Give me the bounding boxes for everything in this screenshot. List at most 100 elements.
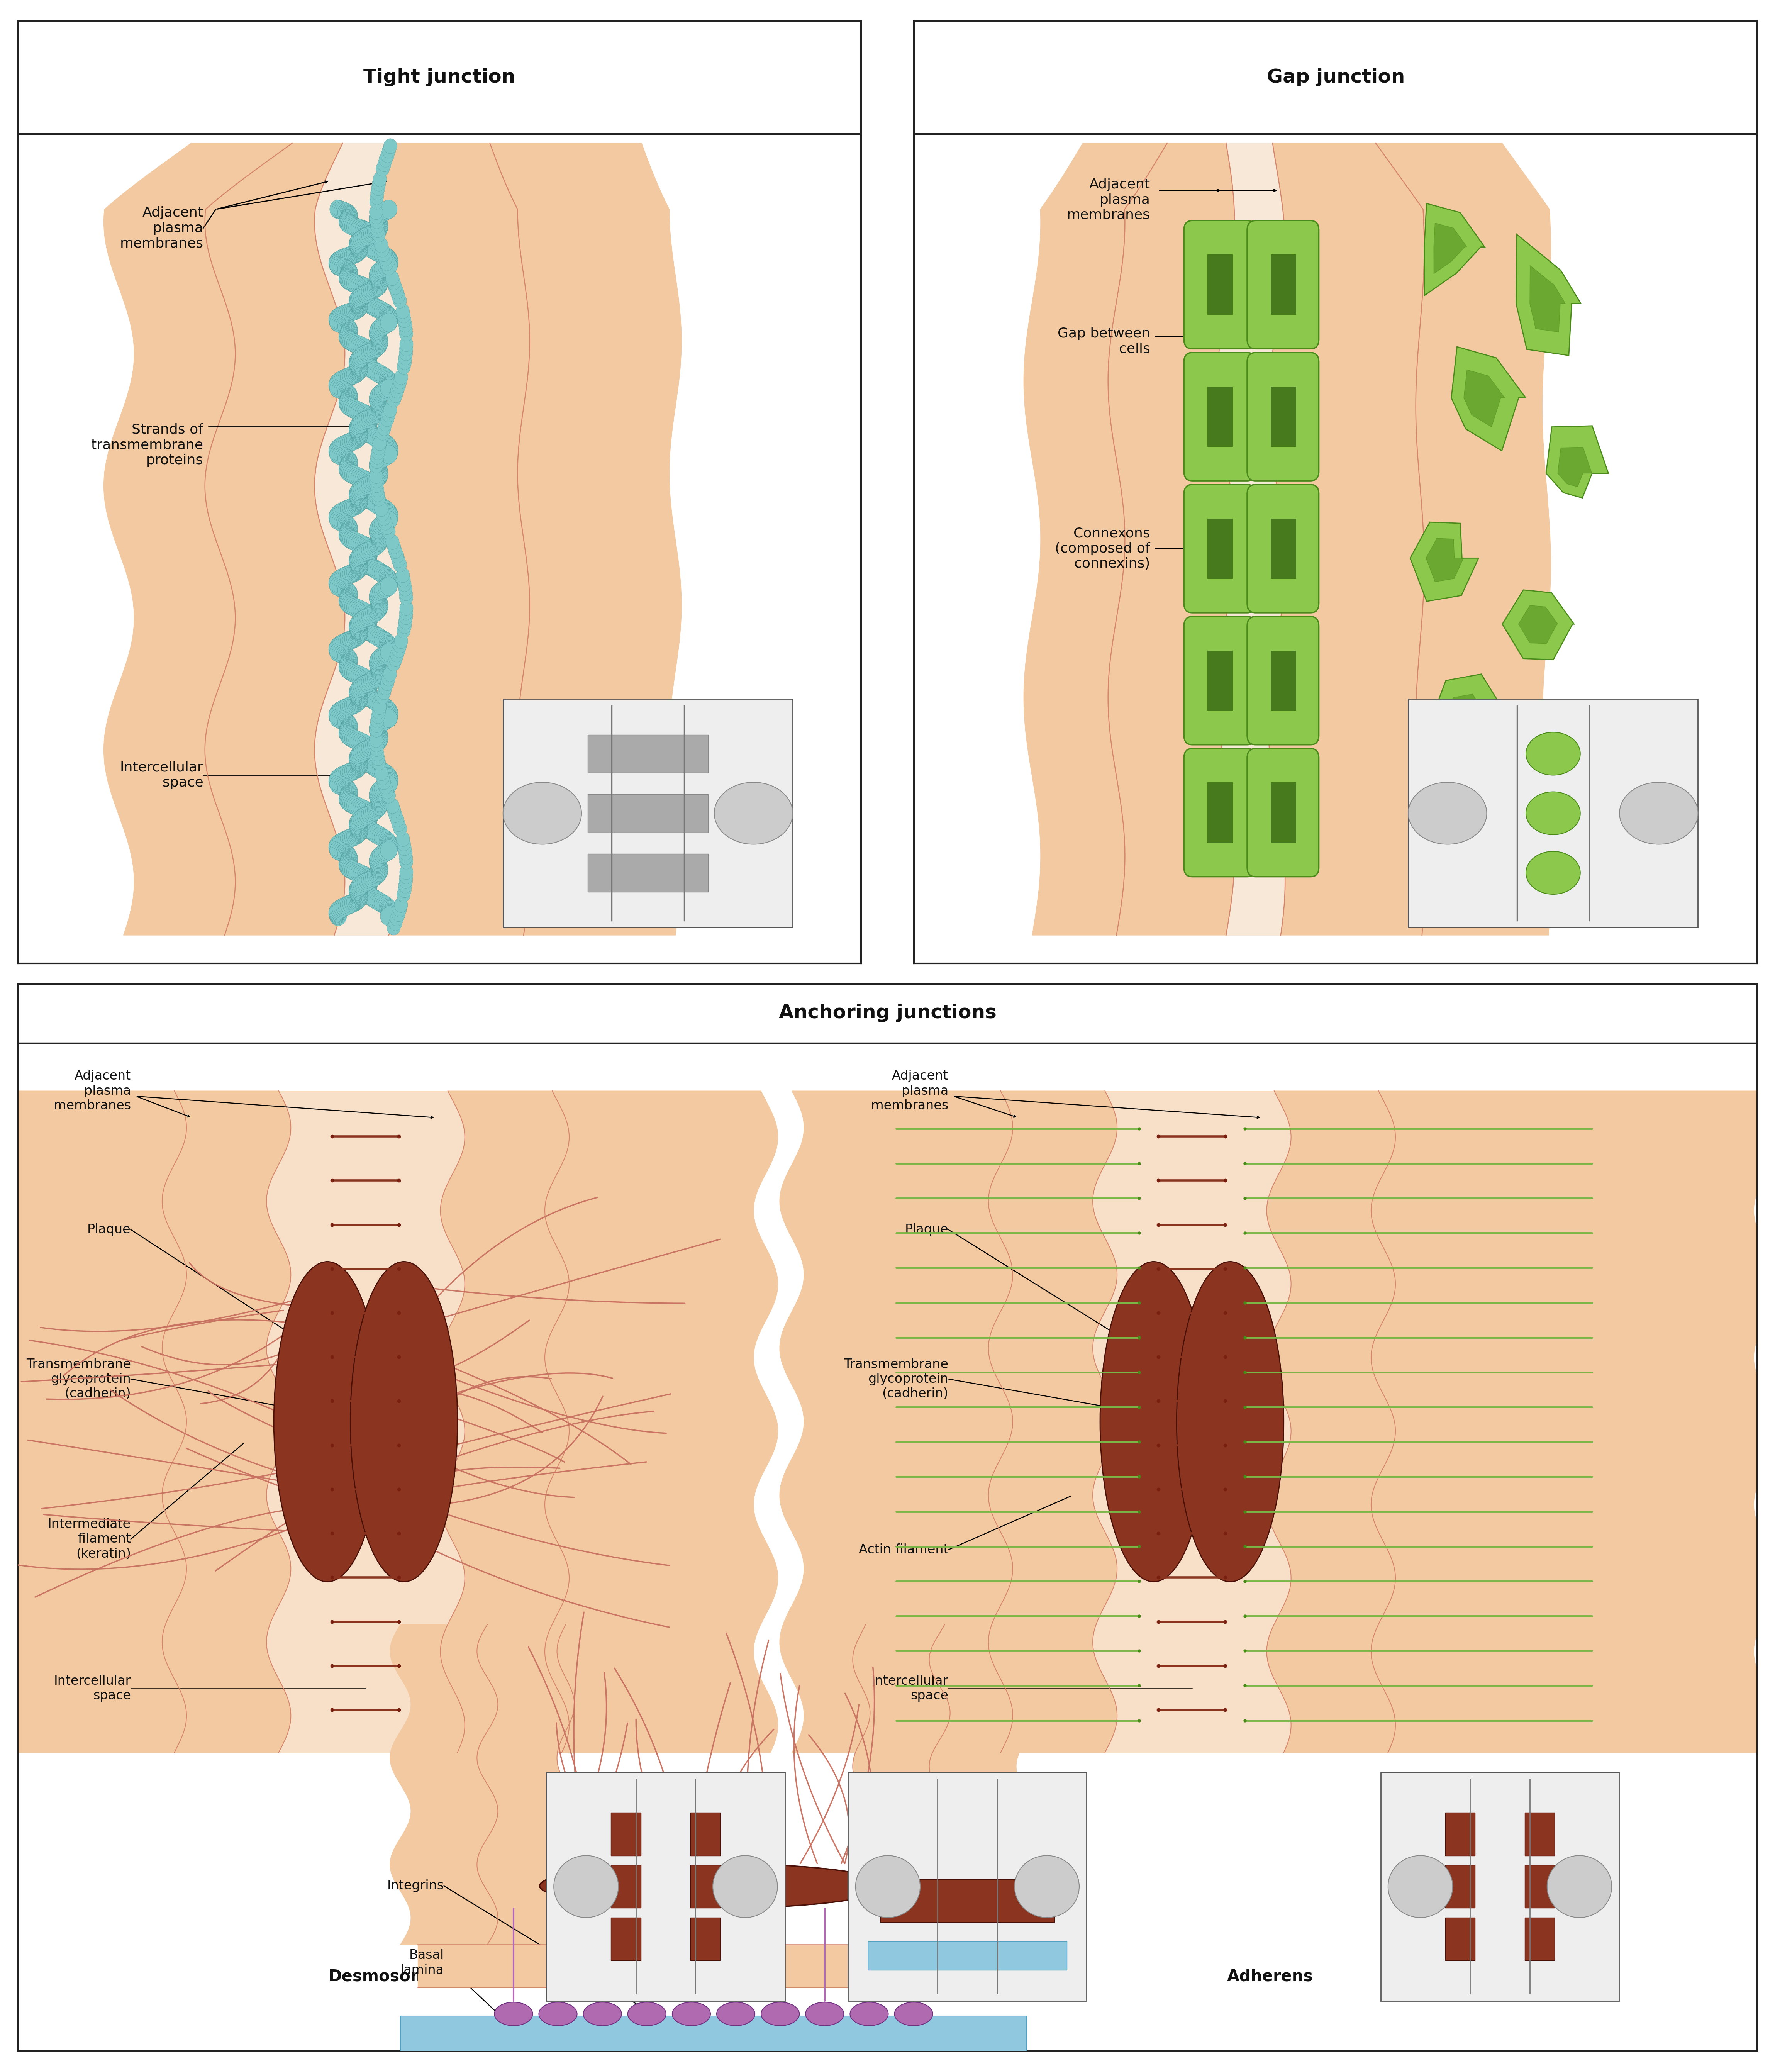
Circle shape xyxy=(350,748,366,767)
Circle shape xyxy=(339,396,357,414)
Circle shape xyxy=(339,792,357,810)
Circle shape xyxy=(339,659,355,678)
Circle shape xyxy=(330,835,346,854)
Circle shape xyxy=(375,317,390,336)
Circle shape xyxy=(385,535,399,549)
Circle shape xyxy=(334,371,351,390)
Circle shape xyxy=(330,775,346,794)
Circle shape xyxy=(351,361,367,379)
Circle shape xyxy=(341,850,359,868)
Circle shape xyxy=(344,334,362,352)
Circle shape xyxy=(369,850,387,868)
Circle shape xyxy=(362,491,378,510)
Circle shape xyxy=(341,586,359,605)
Circle shape xyxy=(360,742,378,760)
Circle shape xyxy=(353,479,369,499)
Circle shape xyxy=(375,829,390,847)
Bar xyxy=(1207,387,1234,448)
Circle shape xyxy=(378,369,394,387)
Circle shape xyxy=(369,721,385,740)
Circle shape xyxy=(330,512,346,530)
Circle shape xyxy=(335,315,353,336)
Circle shape xyxy=(378,257,396,276)
Circle shape xyxy=(335,568,353,586)
Circle shape xyxy=(371,327,387,348)
Circle shape xyxy=(371,731,387,750)
Circle shape xyxy=(371,651,387,669)
Circle shape xyxy=(378,632,394,651)
Circle shape xyxy=(369,242,387,261)
Circle shape xyxy=(373,228,385,242)
Circle shape xyxy=(382,251,398,269)
Circle shape xyxy=(351,887,367,908)
Circle shape xyxy=(371,533,387,551)
Circle shape xyxy=(351,298,367,317)
Circle shape xyxy=(332,307,350,325)
Circle shape xyxy=(378,157,390,172)
Circle shape xyxy=(376,843,392,862)
Circle shape xyxy=(373,176,385,191)
Circle shape xyxy=(350,493,367,512)
Circle shape xyxy=(341,390,357,408)
Circle shape xyxy=(350,879,367,897)
Circle shape xyxy=(355,800,373,818)
Circle shape xyxy=(717,2002,754,2026)
Circle shape xyxy=(360,740,378,758)
Circle shape xyxy=(350,758,366,777)
Circle shape xyxy=(348,760,366,779)
Circle shape xyxy=(351,688,367,707)
Circle shape xyxy=(328,375,346,394)
Circle shape xyxy=(360,688,378,707)
Circle shape xyxy=(351,680,369,698)
Circle shape xyxy=(360,282,378,300)
Circle shape xyxy=(373,497,389,516)
Circle shape xyxy=(353,545,369,564)
Circle shape xyxy=(371,794,389,812)
Circle shape xyxy=(376,381,392,400)
Circle shape xyxy=(339,847,357,866)
Circle shape xyxy=(371,396,387,414)
Circle shape xyxy=(339,327,355,348)
Circle shape xyxy=(373,319,389,338)
Circle shape xyxy=(380,841,398,860)
Circle shape xyxy=(367,733,383,754)
Circle shape xyxy=(761,2002,799,2026)
Circle shape xyxy=(353,338,369,356)
Circle shape xyxy=(360,547,376,566)
Circle shape xyxy=(339,593,355,611)
Circle shape xyxy=(346,862,364,881)
FancyBboxPatch shape xyxy=(1248,617,1319,744)
Circle shape xyxy=(369,601,387,620)
Circle shape xyxy=(351,823,367,841)
FancyBboxPatch shape xyxy=(1184,220,1255,348)
Circle shape xyxy=(369,325,385,344)
Circle shape xyxy=(359,684,376,704)
Circle shape xyxy=(328,901,346,920)
Circle shape xyxy=(350,684,366,702)
Circle shape xyxy=(380,700,398,721)
Circle shape xyxy=(348,862,366,883)
Circle shape xyxy=(399,845,412,860)
Circle shape xyxy=(367,404,383,423)
Circle shape xyxy=(362,607,378,626)
Circle shape xyxy=(399,874,412,889)
Circle shape xyxy=(371,661,389,680)
Circle shape xyxy=(355,220,373,240)
Circle shape xyxy=(350,232,367,251)
Circle shape xyxy=(373,244,389,263)
Circle shape xyxy=(362,821,378,839)
Text: Basal
lamina: Basal lamina xyxy=(401,1950,444,1977)
Circle shape xyxy=(366,280,382,298)
Circle shape xyxy=(359,344,376,363)
Circle shape xyxy=(359,816,376,835)
Circle shape xyxy=(376,315,392,334)
Circle shape xyxy=(380,437,398,456)
Circle shape xyxy=(334,899,351,918)
Circle shape xyxy=(350,350,366,371)
Circle shape xyxy=(366,868,382,887)
Circle shape xyxy=(337,317,355,336)
Circle shape xyxy=(371,398,389,416)
Circle shape xyxy=(360,818,378,837)
Circle shape xyxy=(371,319,389,338)
Circle shape xyxy=(339,787,357,806)
